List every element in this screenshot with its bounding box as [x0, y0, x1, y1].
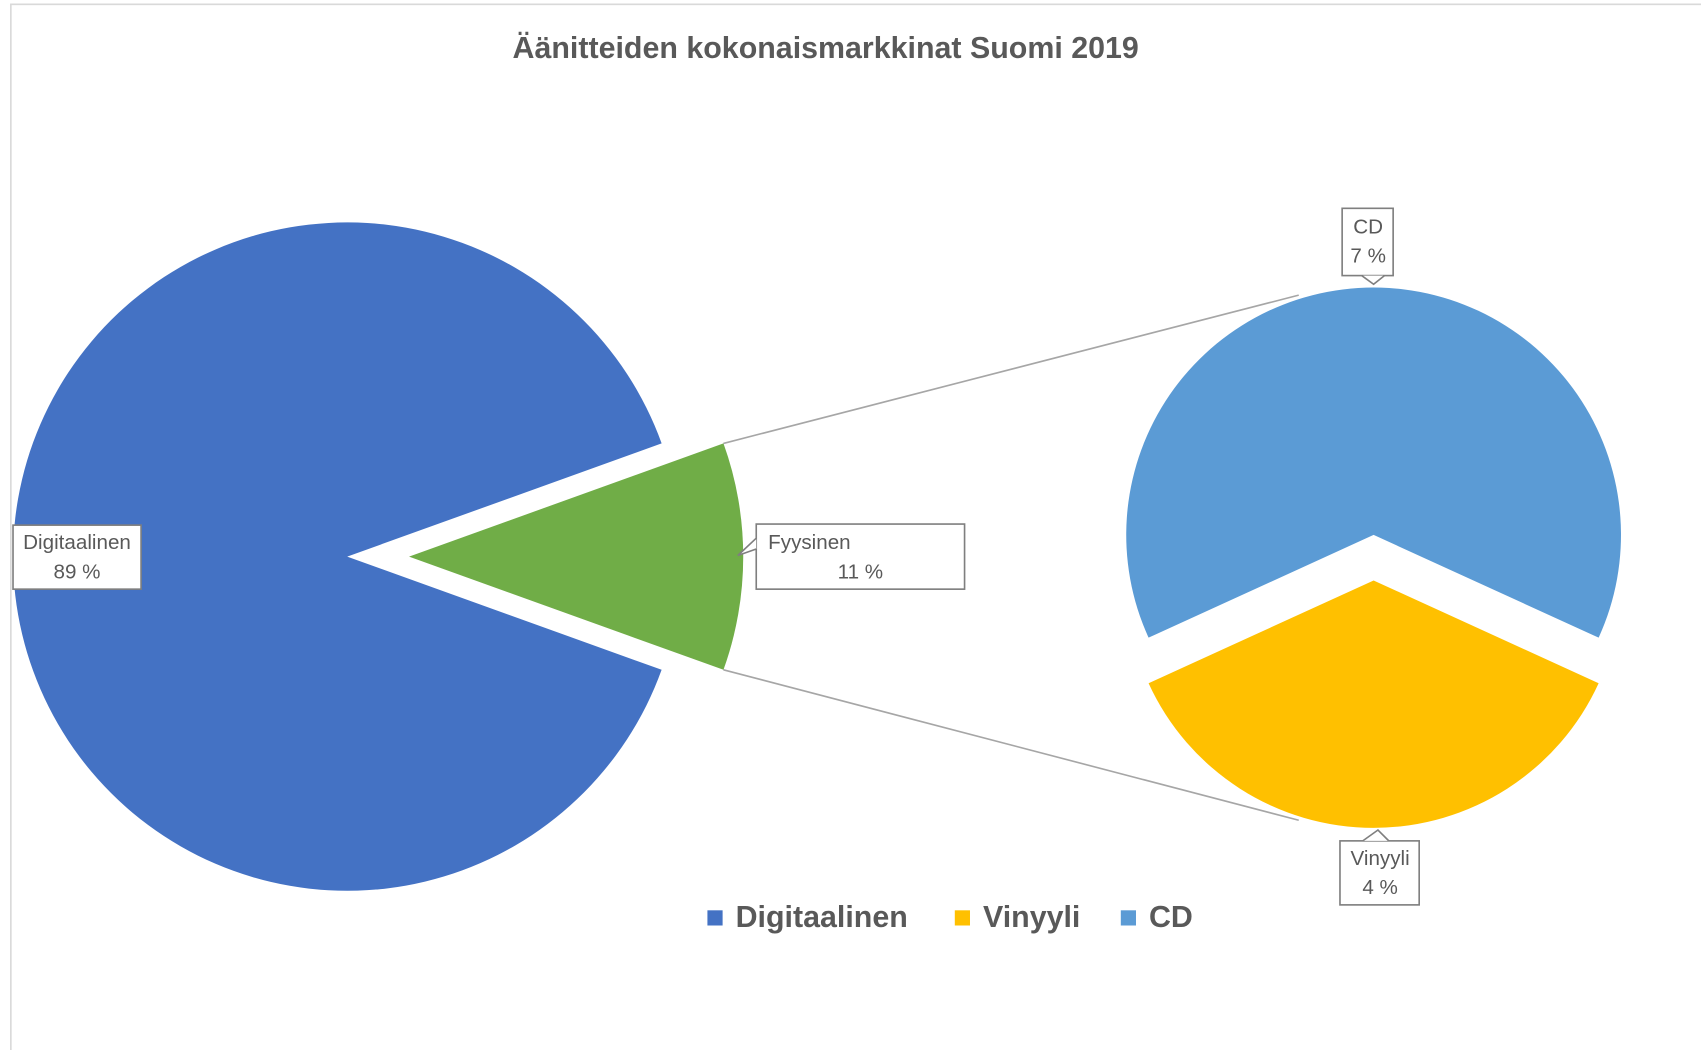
legend-swatch: [1120, 910, 1136, 926]
callout-box: [12, 524, 142, 590]
callout-box: [1341, 207, 1394, 277]
legend-swatch: [707, 910, 723, 926]
callout-box: [755, 523, 966, 590]
callout-pointer: [1361, 274, 1385, 286]
pie-slice: [13, 222, 662, 891]
data-label-name: Digitaalinen: [23, 531, 131, 554]
chart-border: [10, 3, 1701, 1050]
callout-pointer: [1362, 828, 1390, 842]
legend-label: Digitaalinen: [736, 900, 908, 934]
callout-pointer: [737, 537, 757, 557]
pie-slice: [1126, 287, 1621, 638]
pie-slice: [1148, 580, 1599, 828]
legend-label: Vinyyli: [983, 900, 1080, 934]
data-label-value: 11 %: [838, 560, 883, 583]
pie-slice: [409, 443, 744, 670]
data-label-name: Vinyyli: [1351, 847, 1410, 870]
data-label-value: 7 %: [1350, 245, 1386, 268]
chart-title: Äänitteiden kokonaismarkkinat Suomi 2019: [513, 31, 1139, 65]
callout-box: [1339, 840, 1420, 906]
data-label-value: 89 %: [54, 560, 101, 583]
connector-line: [723, 294, 1299, 445]
legend-swatch: [954, 910, 970, 926]
legend-label: CD: [1149, 900, 1193, 934]
chart-area: Äänitteiden kokonaismarkkinat Suomi 2019…: [10, 3, 1701, 1050]
data-label-name: Fyysinen: [768, 531, 850, 554]
data-label-name: CD: [1353, 215, 1383, 238]
connector-line: [723, 669, 1299, 822]
data-label-value: 4 %: [1362, 876, 1398, 899]
